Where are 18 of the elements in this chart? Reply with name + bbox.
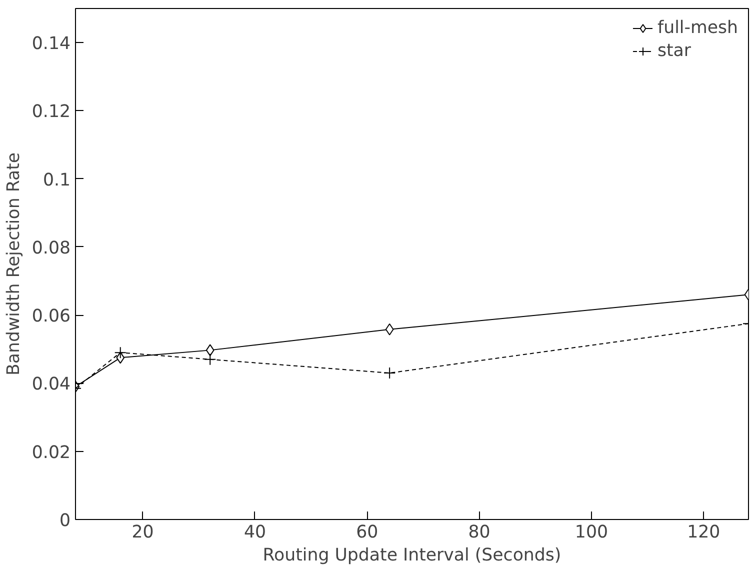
y-tick-label: 0.02 [32,442,71,463]
y-axis-title: Bandwidth Rejection Rate [4,152,24,376]
legend-label: full-mesh [657,18,738,38]
y-tick-label: 0.12 [32,102,71,122]
y-tick-label: 0 [59,511,71,531]
y-tick-label: 0.04 [32,374,71,395]
y-tick-label: 0.08 [32,238,71,258]
y-tick-label: 0.1 [42,170,71,190]
y-tick-label: 0.06 [32,306,71,327]
x-tick-label: 120 [687,522,720,542]
y-tick-label: 0.14 [32,34,71,54]
x-tick-label: 60 [356,522,378,542]
x-tick-label: 40 [244,522,266,542]
x-tick-label: 80 [468,522,490,542]
legend-label: star [657,41,692,61]
x-tick-label: 20 [132,522,154,542]
x-tick-label: 100 [574,522,608,542]
x-axis-title: Routing Update Interval (Seconds) [262,546,562,566]
